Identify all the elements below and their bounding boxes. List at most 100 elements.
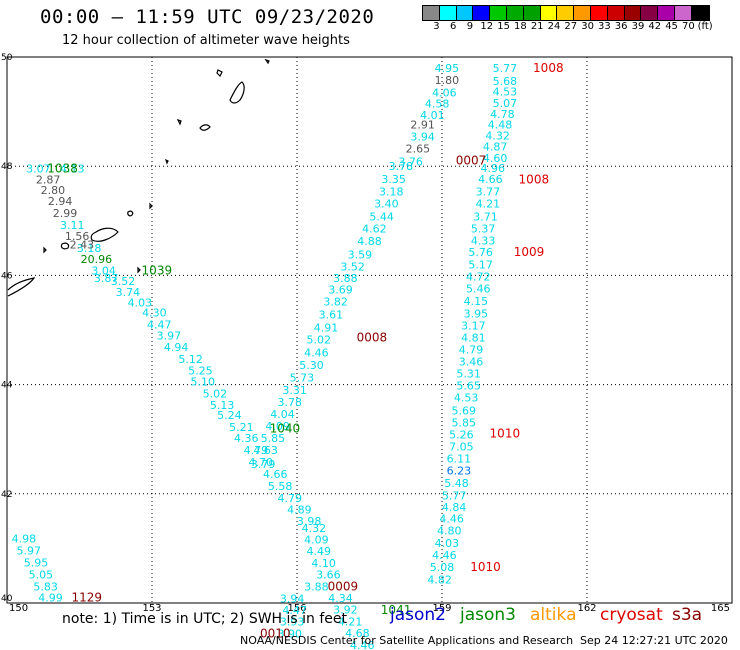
wave-height-value: 5.58 (268, 480, 293, 493)
wave-height-value: 4.30 (142, 307, 167, 320)
island-outline (90, 227, 119, 242)
wave-height-value: 4.21 (476, 197, 501, 210)
track-time-marker: 1008 (533, 61, 564, 75)
wave-height-value: 3.11 (60, 219, 85, 232)
wave-height-value: 5.37 (471, 222, 496, 235)
track-time-marker: 1040 (270, 421, 301, 435)
wave-height-value: 4.46 (439, 512, 464, 525)
wave-height-value: 5.30 (299, 359, 324, 372)
map-gridlines (7, 57, 732, 603)
y-tick-label: 48 (1, 162, 13, 172)
wave-height-value: 4.84 (442, 501, 467, 514)
wave-height-points: 4.95 5.775.684.534.065.074.584.784.014.48… (12, 62, 517, 650)
wave-height-value: 4.36 (234, 432, 259, 445)
wave-height-value: 4.33 (471, 234, 496, 247)
wave-height-value: 5.85 (452, 416, 477, 429)
wave-height-value: 3.95 (464, 308, 489, 321)
wave-height-value: 2.94 (48, 195, 73, 208)
track-time-markers: 1008 0007 1008 1009 0008 1010 1010 1038 1039 1040… (47, 61, 563, 641)
wave-height-value: 4.34 (328, 592, 353, 605)
color-swatch (523, 6, 541, 20)
track-time-marker: 1008 (519, 172, 550, 186)
wave-height-value: 4.79 (278, 492, 303, 505)
color-scale-label: 30 (581, 21, 594, 32)
wave-height-value: 3.79 (251, 458, 276, 471)
x-tick-label: 159 (432, 603, 451, 614)
wave-height-value: 5.65 (456, 380, 481, 393)
track-time-marker: 1129 (71, 591, 102, 605)
island-outline (149, 202, 153, 210)
color-swatch (490, 6, 507, 20)
wave-height-value: 4.58 (425, 97, 450, 110)
island-outline (43, 246, 47, 254)
wave-height-value: 4.89 (287, 504, 312, 517)
wave-height-value: 5.77 (493, 62, 518, 75)
x-axis-labels: 150 153 156 159 162 165 (9, 603, 730, 614)
wave-height-value: 4.03 (435, 537, 460, 550)
wave-height-value: 5.26 (449, 428, 474, 441)
y-tick-label: 40 (1, 594, 13, 604)
wave-height-value: 5.77 (442, 489, 467, 502)
wave-height-value: 2.87 (36, 173, 61, 186)
wave-height-value: 3.52 (111, 275, 136, 288)
wave-height-value: 4.46 (432, 549, 457, 562)
wave-height-value: 3.92 (333, 604, 358, 617)
color-swatch (540, 6, 558, 20)
wave-height-value: 4.60 (483, 152, 508, 165)
wave-height-value: 3.74 (116, 286, 141, 299)
color-swatch (506, 6, 524, 20)
color-swatch (658, 6, 675, 20)
color-scale-label: 24 (547, 21, 561, 32)
wave-height-value: 3.66 (316, 569, 341, 582)
wave-height-value: 3.82 (323, 296, 348, 309)
wave-height-value: 4.47 (282, 604, 307, 617)
track-time-marker: 1010 (490, 427, 521, 441)
wave-height-value: 4.79 (459, 344, 484, 357)
color-scale-label: 9 (466, 21, 474, 32)
wave-height-value: 5.95 (24, 557, 49, 570)
track-time-marker: 0007 (456, 154, 487, 168)
color-swatch (473, 6, 491, 20)
satellite-legend-jason2: jason2 (390, 605, 446, 625)
wave-height-value: 4.88 (357, 235, 382, 248)
wave-height-value: 3.04 (91, 264, 116, 277)
wave-height-value: 5.83 (33, 581, 58, 594)
wave-height-value: 4.04 (270, 408, 295, 421)
wave-height-value: 2.91 (410, 119, 435, 132)
wave-height-value: 6.11 (447, 452, 472, 465)
island-outline (199, 124, 211, 131)
wave-height-value: 5.46 (466, 283, 491, 296)
track-time-marker: 1039 (142, 263, 173, 277)
y-tick-label: 46 (1, 271, 13, 281)
island-outline (137, 266, 141, 274)
credit-text: NOAA/NESDIS Center for Satellite Applica… (240, 634, 574, 647)
wave-height-value: 4.78 (490, 108, 515, 121)
wave-height-value: 5.44 (369, 210, 394, 223)
track-time-marker: 0010 (260, 627, 291, 641)
wave-height-value: 4.95 (435, 62, 460, 75)
wave-height-value: 5.69 (452, 404, 477, 417)
wave-height-value: 3.18 (77, 242, 102, 255)
wave-height-value: 2.65 (406, 143, 431, 156)
page-title: 00:00 – 11:59 UTC 09/23/2020 (40, 6, 375, 28)
x-tick-label: 156 (287, 603, 306, 614)
wave-height-value: 3.88 (304, 581, 329, 594)
wave-height-value: 3.71 (473, 210, 498, 223)
wave-height-value: 1.80 (435, 74, 460, 87)
color-scale-bar (422, 5, 710, 21)
wave-height-value: 4.96 (481, 162, 506, 175)
wave-height-value: 4.46 (304, 346, 329, 359)
wave-height-value: 3.98 (297, 515, 322, 528)
wave-height-value: 4.13 (60, 162, 85, 175)
y-tick-label: 44 (1, 381, 13, 391)
island-outline (127, 210, 134, 217)
island-outline (264, 58, 270, 65)
wave-height-value: 1.56 (65, 230, 90, 243)
wave-height-value: 4.10 (311, 557, 336, 570)
color-swatch (641, 6, 659, 20)
wave-height-value: 7.05 (449, 440, 474, 453)
color-swatch (456, 6, 474, 20)
y-tick-label: 42 (1, 490, 12, 500)
color-swatch (674, 6, 692, 20)
